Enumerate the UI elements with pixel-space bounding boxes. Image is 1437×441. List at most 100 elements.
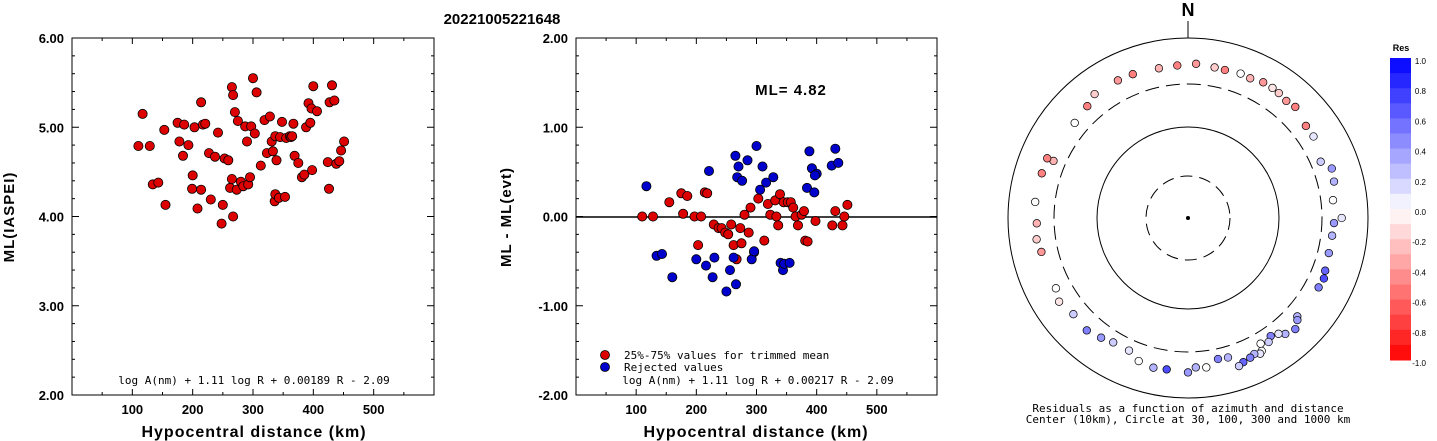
residual-colorbar: Res 1.0 0.8 0.6 0.4 0.2 0.0 -0.2 -0.4 -0.6 -0.8 -1… (1390, 43, 1427, 368)
colorbar-tick-label: -0.8 (1412, 329, 1426, 338)
data-point (648, 211, 659, 222)
station-residual-point (1032, 219, 1041, 228)
y-tick-label: -2.00 (538, 388, 568, 403)
data-point (339, 136, 350, 147)
station-residual-point (1259, 78, 1268, 87)
legend-marker-trimmed (600, 350, 610, 360)
data-point (153, 177, 164, 188)
colorbar-tick-label: 0.8 (1415, 87, 1427, 96)
colorbar-tick-label: -1.0 (1412, 359, 1426, 368)
data-point (793, 220, 804, 231)
y-tick-label: 0.00 (543, 210, 568, 225)
colorbar-tick-label: 0.6 (1415, 117, 1427, 126)
data-point (759, 235, 770, 246)
station-residual-point (1236, 69, 1245, 78)
x-tick-label: 200 (685, 402, 707, 417)
circle-300km (1053, 83, 1323, 353)
data-point (788, 202, 799, 213)
x-tick-label: 500 (363, 402, 385, 417)
y-tick-label: 1.00 (543, 120, 568, 135)
data-point (251, 87, 262, 98)
left-scatter-panel: 100 200 300 400 500 2.00 3.00 4.00 5.00 6.00 Hypo… (1, 31, 435, 441)
data-point (223, 155, 234, 166)
colorbar-cell (1390, 103, 1411, 119)
colorbar-cell (1390, 224, 1411, 240)
data-point (336, 145, 347, 156)
y-tick-label: 5.00 (39, 120, 64, 135)
colorbar-cell (1390, 269, 1411, 285)
data-point (187, 183, 198, 194)
station-residual-point (1309, 132, 1318, 141)
colorbar-cell (1390, 163, 1411, 180)
data-point (305, 117, 316, 128)
station-residual-point (1083, 102, 1092, 111)
colorbar-tick-label: 1.0 (1415, 57, 1427, 66)
data-point (323, 183, 334, 194)
station-residual-point (1329, 218, 1339, 228)
x-tick-label: 400 (302, 402, 324, 417)
colorbar-cell (1390, 209, 1411, 225)
y-tick-label: 2.00 (39, 388, 64, 403)
station-residual-point (1051, 284, 1061, 293)
colorbar-cell (1390, 239, 1411, 255)
x-tick-label: 400 (806, 402, 828, 417)
station-residual-point (1082, 326, 1091, 335)
ml-annotation: ML= 4.82 (755, 82, 827, 99)
data-point (842, 199, 853, 210)
data-point (737, 175, 748, 186)
data-point (678, 208, 689, 219)
data-point (196, 97, 207, 108)
data-point (232, 116, 243, 127)
station-residual-point (1329, 177, 1339, 186)
station-residual-point (1316, 157, 1325, 166)
y-tick-label: 4.00 (39, 210, 64, 225)
data-point (802, 182, 813, 193)
station-residual-point (1090, 89, 1099, 99)
data-point (725, 265, 736, 276)
data-point (745, 202, 756, 213)
data-point (179, 119, 190, 130)
data-point (693, 240, 704, 251)
data-point (664, 197, 675, 208)
left-y-axis-label: ML(IASPEI) (1, 172, 18, 263)
colorbar-tick-label: 0.0 (1415, 208, 1427, 217)
data-point (267, 146, 278, 157)
data-point (702, 188, 713, 199)
data-point (200, 118, 211, 129)
data-point (742, 155, 753, 166)
colorbar-tick-label: -0.4 (1412, 268, 1426, 277)
colorbar-cell (1390, 254, 1411, 270)
colorbar-cell (1390, 88, 1411, 104)
data-point (288, 118, 299, 129)
y-tick-label: 6.00 (39, 31, 64, 46)
data-point (228, 90, 239, 101)
data-point (247, 73, 258, 84)
data-point (271, 155, 282, 166)
station-residual-point (1293, 315, 1302, 325)
data-point (334, 156, 345, 167)
x-tick-label: 100 (625, 402, 647, 417)
middle-y-axis-label: ML - ML(evt) (498, 167, 515, 267)
data-point (802, 236, 813, 247)
colorbar-tick-label: 0.4 (1415, 148, 1427, 157)
data-point (701, 260, 712, 271)
colorbar-cell (1390, 148, 1411, 165)
y-tick-label: -1.00 (538, 299, 568, 314)
station-residual-point (1291, 324, 1300, 334)
data-point (137, 108, 148, 119)
station-residual-point (1234, 361, 1244, 371)
data-point (192, 203, 203, 214)
data-point (730, 150, 741, 161)
data-point (657, 248, 668, 259)
data-point (833, 157, 844, 168)
data-point (707, 272, 718, 283)
left-x-axis-label: Hypocentral distance (km) (141, 424, 366, 441)
data-point (205, 194, 216, 205)
station-residual-point (1328, 196, 1338, 205)
colorbar-cell (1390, 344, 1411, 361)
colorbar-cell (1390, 193, 1411, 210)
colorbar-cell (1390, 133, 1411, 150)
colorbar-cell (1390, 314, 1411, 331)
x-tick-label: 200 (182, 402, 204, 417)
station-residual-point (1213, 354, 1223, 364)
